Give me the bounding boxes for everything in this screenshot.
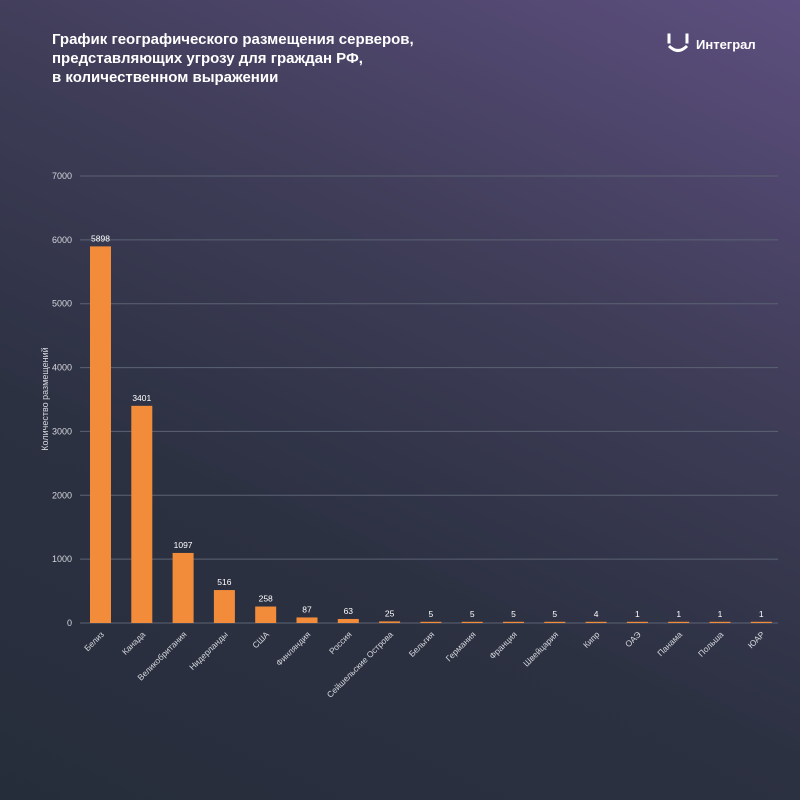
data-label: 63 [344, 606, 354, 616]
title-line-2: представляющих угрозу для граждан РФ, [52, 50, 363, 67]
y-tick-label: 1000 [52, 554, 72, 564]
bar [337, 618, 359, 623]
y-tick-label: 0 [67, 618, 72, 628]
data-label: 5 [429, 609, 434, 619]
bar [503, 621, 524, 623]
x-tick-label: Канада [120, 629, 148, 657]
y-tick-label: 7000 [52, 171, 72, 181]
data-label: 1 [676, 609, 681, 619]
bar [379, 621, 401, 623]
bar [131, 405, 153, 623]
logo-text: Интеграл [696, 36, 756, 52]
data-label: 87 [302, 604, 312, 614]
bar [296, 617, 318, 623]
x-tick-label: Нидерланды [187, 629, 230, 672]
data-label: 1 [718, 609, 723, 619]
bar [585, 621, 607, 623]
data-label: 5 [470, 609, 475, 619]
bar [668, 621, 690, 623]
data-label: 1 [759, 609, 764, 619]
bar [709, 621, 731, 623]
x-tick-label: Франция [487, 629, 519, 661]
x-tick-label: Германия [444, 629, 478, 663]
x-tick-label: США [250, 629, 271, 650]
x-tick-label: Швейцария [521, 629, 560, 668]
integral-logo: Интеграл [666, 32, 756, 56]
bar [255, 606, 277, 623]
data-label: 1097 [174, 540, 193, 550]
x-tick-label: Белиз [82, 629, 106, 653]
y-tick-label: 4000 [52, 363, 72, 373]
chart-title: График географического размещения сервер… [52, 30, 572, 87]
x-tick-label: Финляндия [274, 629, 313, 668]
data-label: 258 [259, 594, 273, 604]
data-label: 5 [552, 609, 557, 619]
x-tick-label: Россия [327, 629, 354, 656]
data-label: 1 [635, 609, 640, 619]
y-tick-label: 2000 [52, 490, 72, 500]
bar [750, 621, 772, 623]
data-label: 25 [385, 608, 395, 618]
bar [461, 621, 483, 623]
y-tick-label: 5000 [52, 299, 72, 309]
title-line-3: в количественном выражении [52, 69, 279, 86]
x-tick-label: Польша [696, 629, 726, 659]
x-tick-label: Кипр [581, 629, 602, 650]
x-tick-label: Панама [655, 629, 684, 658]
bar [213, 590, 235, 623]
integral-bracket-icon [667, 33, 689, 52]
y-tick-label: 6000 [52, 235, 72, 245]
title-line-1: График географического размещения сервер… [52, 31, 414, 48]
x-tick-label: ЮАР [746, 629, 767, 650]
y-axis-label: Количество размещений [40, 347, 50, 450]
data-label: 3401 [132, 393, 151, 403]
x-tick-label: ОАЭ [623, 629, 643, 649]
data-label: 4 [594, 609, 599, 619]
data-label: 516 [217, 577, 231, 587]
data-label: 5898 [91, 233, 110, 243]
bar [420, 621, 442, 623]
data-label: 5 [511, 609, 516, 619]
x-tick-label: Бельгия [407, 629, 437, 659]
y-tick-label: 3000 [52, 426, 72, 436]
bar [90, 246, 111, 623]
bar [626, 621, 648, 623]
bar [172, 552, 194, 623]
bar [544, 621, 566, 623]
